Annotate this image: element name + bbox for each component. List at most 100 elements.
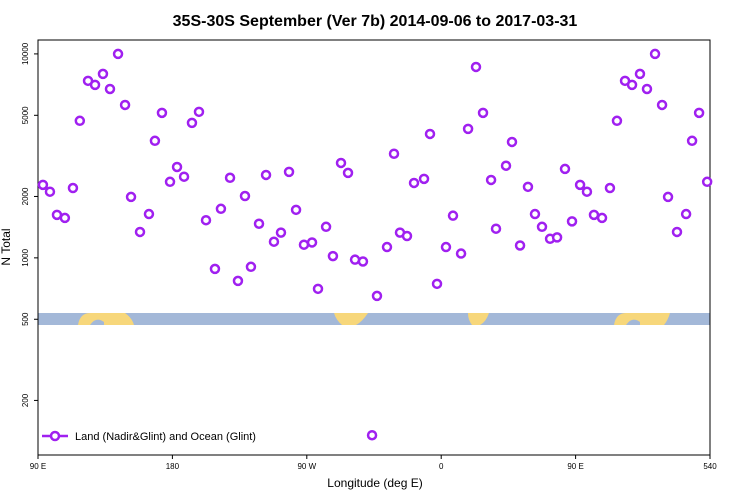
chart-title: 35S-30S September (Ver 7b) 2014-09-06 to…: [173, 13, 578, 30]
y-axis-label: N Total: [0, 228, 13, 265]
data-point: [490, 223, 502, 234]
data-point: [656, 99, 668, 111]
data-point: [239, 190, 251, 202]
data-point: [381, 241, 393, 253]
data-point: [253, 218, 265, 229]
ocean-band: [38, 313, 710, 325]
data-point: [67, 182, 79, 194]
data-point: [536, 221, 548, 233]
data-point: [401, 230, 413, 242]
data-point: [193, 106, 205, 118]
data-point: [149, 135, 161, 147]
data-point: [268, 236, 280, 247]
data-point: [634, 68, 646, 80]
data-point: [290, 204, 302, 216]
data-point: [134, 226, 146, 238]
legend-label: Land (Nadir&Glint) and Ocean (Glint): [75, 431, 256, 443]
y-tick-label: 5000: [21, 106, 30, 124]
lake: [626, 319, 640, 325]
legend-marker: [49, 430, 61, 442]
data-point: [485, 174, 497, 186]
data-point: [611, 115, 623, 127]
data-point: [701, 176, 713, 188]
land-patch: [334, 313, 368, 325]
data-point: [232, 275, 244, 287]
data-point: [112, 48, 124, 60]
x-tick-label: 90 E: [30, 462, 46, 471]
data-point: [275, 227, 287, 238]
land-patch: [614, 313, 670, 325]
land-patch: [78, 313, 134, 325]
land-patch: [468, 313, 489, 325]
data-point: [357, 256, 369, 267]
x-tick-label: 90 E: [567, 462, 583, 471]
data-point: [581, 186, 593, 197]
data-point: [125, 191, 137, 203]
data-point: [178, 171, 190, 182]
data-point: [574, 179, 586, 191]
data-point: [89, 79, 101, 91]
data-point: [366, 429, 378, 441]
data-point: [604, 182, 616, 194]
x-tick-label: 90 W: [297, 462, 316, 471]
y-tick-label: 2000: [21, 187, 30, 205]
data-point: [662, 191, 674, 203]
map-strip: [38, 313, 710, 325]
data-point: [342, 167, 354, 179]
data-point: [200, 214, 212, 226]
data-point: [312, 283, 324, 295]
data-point: [335, 157, 347, 169]
lake: [90, 319, 104, 325]
x-tick-label: 0: [439, 462, 444, 471]
data-point: [209, 263, 221, 275]
data-point: [59, 212, 71, 224]
data-point: [388, 148, 400, 159]
y-tick-label: 500: [21, 312, 30, 326]
data-point: [119, 99, 131, 111]
data-point: [260, 169, 272, 181]
data-point: [44, 186, 56, 197]
data-point: [680, 208, 692, 220]
data-point: [455, 248, 467, 259]
data-point: [171, 161, 183, 173]
data-point: [440, 241, 452, 253]
data-point: [588, 209, 600, 221]
data-point: [649, 48, 661, 60]
data-point: [245, 261, 257, 273]
data-point: [514, 240, 526, 251]
data-point: [551, 232, 563, 243]
data-point: [306, 237, 318, 248]
plot-frame: [37, 39, 711, 456]
data-point: [559, 163, 571, 175]
data-point: [224, 172, 236, 184]
data-point: [320, 221, 332, 233]
data-point: [506, 136, 518, 148]
x-tick-label: 540: [703, 462, 717, 471]
data-point: [470, 61, 482, 73]
data-point: [686, 135, 698, 147]
data-point: [424, 128, 436, 140]
data-point: [104, 83, 116, 95]
x-tick-label: 180: [166, 462, 180, 471]
data-point: [522, 181, 534, 193]
data-point: [641, 83, 653, 95]
data-point: [215, 203, 227, 215]
data-point: [671, 226, 683, 238]
data-point: [477, 107, 489, 119]
data-point: [408, 177, 420, 189]
data-point: [143, 208, 155, 220]
data-point: [371, 290, 383, 302]
data-point: [74, 115, 86, 127]
data-point: [447, 210, 459, 221]
data-point: [97, 68, 109, 80]
data-point: [164, 176, 176, 188]
data-point: [596, 212, 608, 224]
data-point: [37, 179, 49, 191]
data-point: [298, 239, 310, 250]
data-point: [529, 208, 541, 220]
data-point: [431, 278, 443, 290]
data-point: [327, 250, 339, 262]
y-tick-label: 1000: [21, 248, 30, 266]
data-point: [693, 107, 705, 119]
